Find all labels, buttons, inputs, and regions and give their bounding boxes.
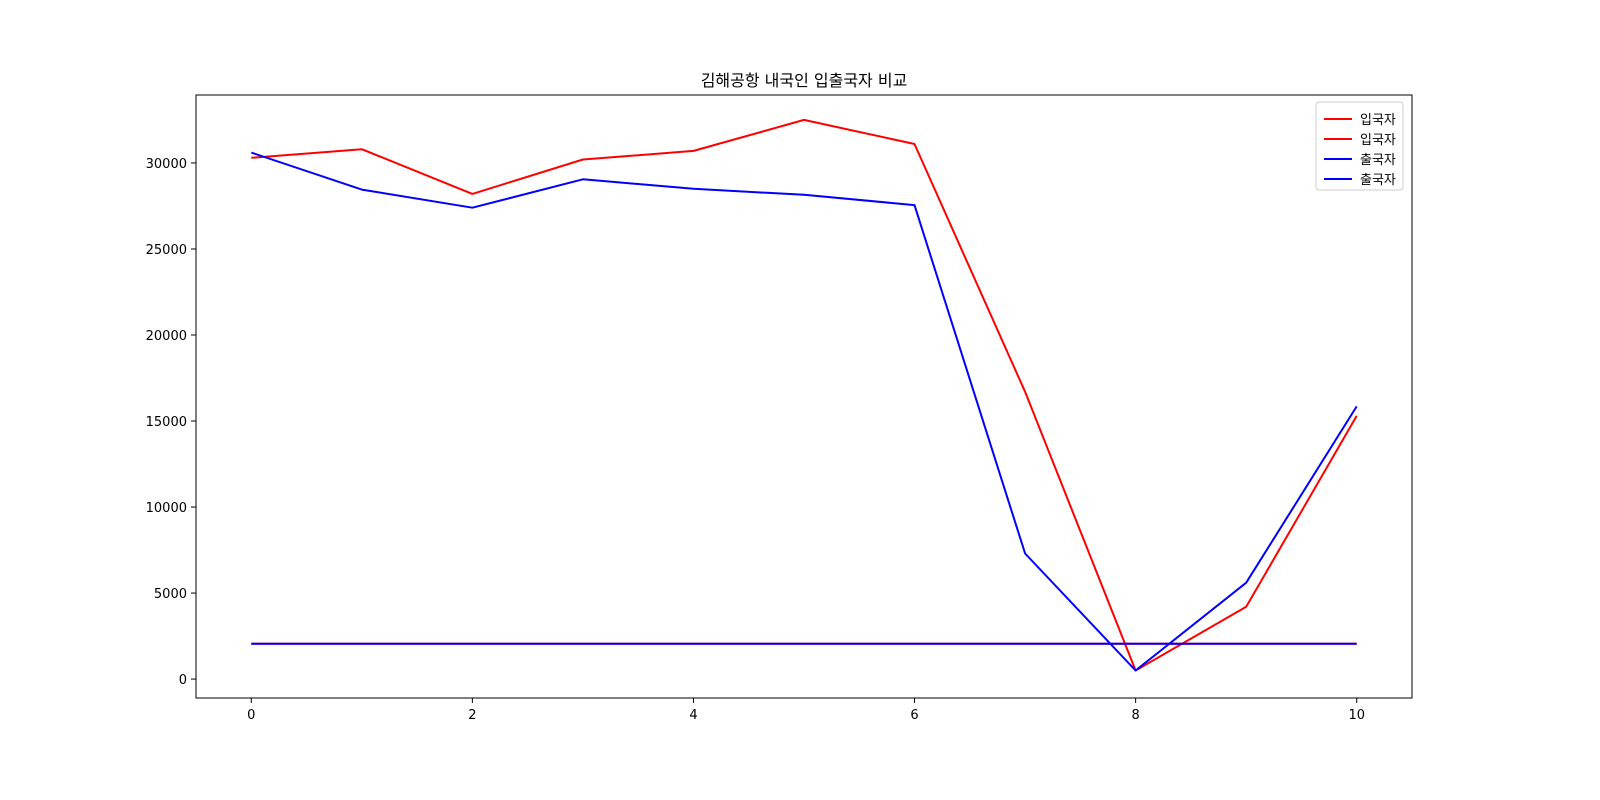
x-tick-label: 2 xyxy=(468,708,476,723)
legend-label-1: 입국자 xyxy=(1360,133,1396,148)
chart-title: 김해공항 내국인 입출국자 비교 xyxy=(701,71,908,90)
x-tick-label: 6 xyxy=(910,708,918,723)
plot-frame xyxy=(195,94,1413,699)
y-tick-label: 5000 xyxy=(154,587,187,602)
x-tick-label: 8 xyxy=(1131,708,1139,723)
series-line-0 xyxy=(251,118,1358,672)
legend-label-0: 입국자 xyxy=(1360,113,1396,128)
x-tick-label: 0 xyxy=(247,708,255,723)
y-tick-label: 10000 xyxy=(146,501,187,516)
y-tick-label: 0 xyxy=(179,673,187,688)
x-tick-label: 4 xyxy=(689,708,697,723)
legend-label-2: 출국자 xyxy=(1360,153,1396,168)
legend-box xyxy=(1315,101,1404,191)
series-layer xyxy=(250,118,1358,672)
y-tick-label: 15000 xyxy=(146,415,187,430)
x-tick-label: 10 xyxy=(1348,708,1365,723)
series-line-2 xyxy=(250,151,1358,672)
ticks-layer: 0 2 4 6 8 10 0 5000 10000 15000 20000 25000 30000 xyxy=(146,157,1365,723)
y-tick-label: 25000 xyxy=(146,243,187,258)
y-tick-label: 30000 xyxy=(146,157,187,172)
legend-label-3: 출국자 xyxy=(1360,173,1396,188)
y-tick-label: 20000 xyxy=(146,329,187,344)
